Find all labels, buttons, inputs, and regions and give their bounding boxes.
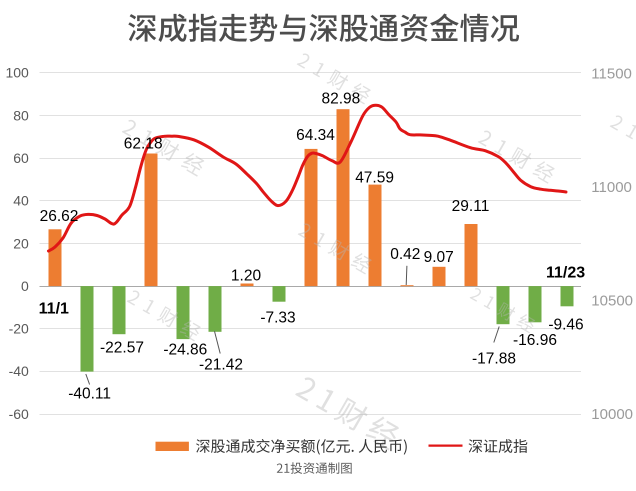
svg-text:0: 0 [21,278,29,294]
svg-text:-16.96: -16.96 [513,332,557,349]
svg-text:-24.86: -24.86 [163,342,207,359]
svg-text:11/1: 11/1 [39,301,69,318]
svg-text:-40.11: -40.11 [68,386,111,403]
svg-text:-22.57: -22.57 [100,340,144,357]
svg-text:64.34: 64.34 [296,127,335,144]
svg-text:10500: 10500 [591,293,633,310]
svg-text:-60: -60 [9,406,29,422]
svg-text:11/23: 11/23 [546,265,585,282]
svg-text:11500: 11500 [591,65,632,82]
svg-text:-17.88: -17.88 [472,350,516,367]
svg-text:-9.46: -9.46 [548,317,583,334]
svg-text:-40: -40 [9,363,29,379]
svg-text:-21.42: -21.42 [199,357,243,374]
svg-text:47.59: 47.59 [355,170,394,187]
svg-text:60: 60 [13,150,29,166]
svg-text:-20: -20 [9,321,29,337]
svg-text:11000: 11000 [591,179,632,196]
svg-text:100: 100 [5,65,29,81]
svg-text:82.98: 82.98 [322,90,361,107]
svg-text:26.62: 26.62 [40,208,79,225]
svg-text:40: 40 [13,193,29,209]
svg-text:80: 80 [13,107,29,123]
svg-text:1.20: 1.20 [231,268,262,285]
svg-text:29.11: 29.11 [452,198,490,215]
svg-text:-7.33: -7.33 [260,309,295,326]
svg-text:9.07: 9.07 [424,249,454,266]
svg-text:0.42: 0.42 [390,246,420,263]
svg-text:62.18: 62.18 [124,135,163,152]
svg-text:10000: 10000 [591,406,633,423]
svg-text:20: 20 [13,235,29,251]
